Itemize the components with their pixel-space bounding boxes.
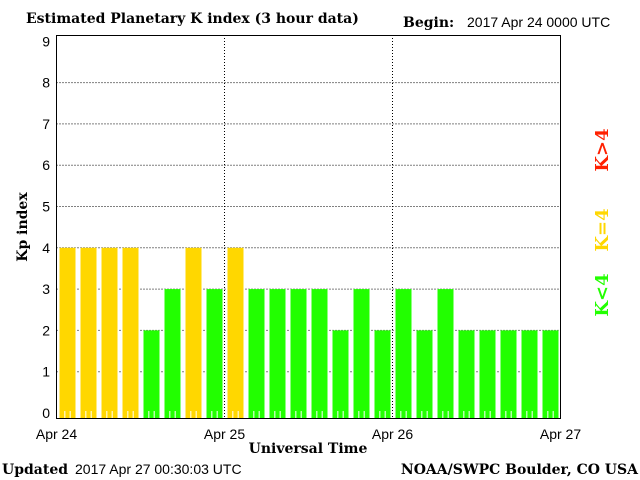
kp-bar [164, 289, 181, 418]
kp-bar [59, 247, 76, 418]
kp-bar [248, 289, 265, 418]
y-tick-label: 5 [42, 199, 50, 215]
y-tick-label: 1 [42, 364, 50, 380]
kp-bar [290, 289, 307, 418]
legend-label: K<4 [592, 273, 613, 316]
x-tick-label: Apr 24 [36, 426, 77, 442]
updated-label: Updated [2, 462, 68, 478]
y-tick-label: 8 [42, 75, 50, 91]
kp-bar [227, 247, 244, 418]
x-tick-label: Apr 25 [204, 426, 245, 442]
kp-bar [206, 289, 223, 418]
kp-bar [521, 330, 538, 418]
kp-bar [353, 289, 370, 418]
y-tick-label: 0 [42, 405, 50, 421]
kp-bar [80, 247, 97, 418]
y-tick-label: 2 [42, 322, 50, 338]
legend-label: K=4 [592, 208, 613, 251]
y-tick-label: 4 [42, 240, 50, 256]
x-tick-label: Apr 27 [540, 426, 581, 442]
legend-label: K>4 [592, 128, 613, 171]
begin-value: 2017 Apr 24 0000 UTC [467, 14, 610, 30]
kp-bar [437, 289, 454, 418]
updated-value: 2017 Apr 27 00:30:03 UTC [75, 461, 242, 477]
kp-bar [143, 330, 160, 418]
kp-bar [500, 330, 517, 418]
chart-title: Estimated Planetary K index (3 hour data… [26, 11, 359, 27]
kp-bar [332, 330, 349, 418]
kp-bar [542, 330, 559, 418]
kp-bar [269, 289, 286, 418]
kp-bar [458, 330, 475, 418]
y-axis-label: Kp index [15, 192, 31, 262]
kp-bar [479, 330, 496, 418]
kp-bar [416, 330, 433, 418]
begin-label: Begin: [403, 15, 454, 31]
y-tick-label: 6 [42, 157, 50, 173]
kp-bar [122, 247, 139, 418]
kp-bar [395, 289, 412, 418]
y-tick-label: 9 [42, 33, 50, 49]
kp-bar [101, 247, 118, 418]
plot-frame [56, 35, 561, 419]
kp-bar [311, 289, 328, 418]
kp-bar [185, 247, 202, 418]
x-tick-label: Apr 26 [372, 426, 413, 442]
x-axis-label: Universal Time [249, 441, 368, 457]
credit-text: NOAA/SWPC Boulder, CO USA [401, 462, 639, 478]
kp-bar [374, 330, 391, 418]
y-tick-label: 7 [42, 116, 50, 132]
y-tick-label: 3 [42, 281, 50, 297]
